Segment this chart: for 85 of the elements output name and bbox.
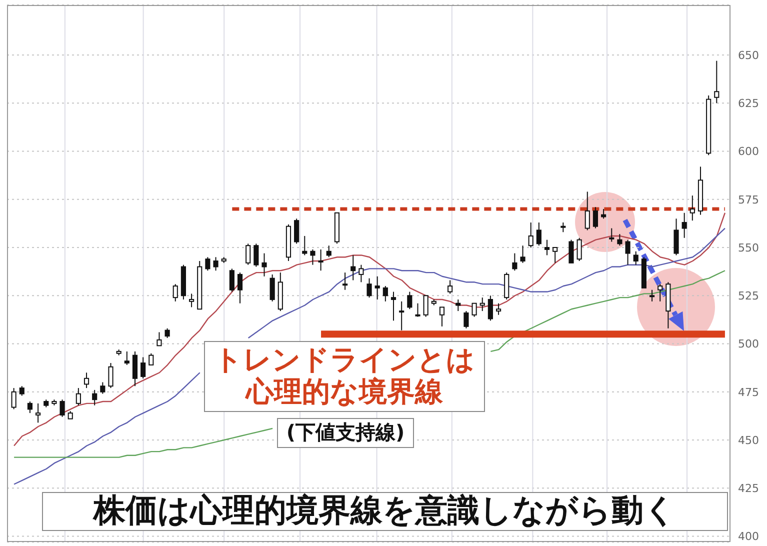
y-tick-label: 525 xyxy=(738,290,759,303)
candlestick xyxy=(132,350,138,387)
candlestick xyxy=(11,388,16,410)
candlestick xyxy=(108,362,114,389)
y-tick-label: 575 xyxy=(738,193,759,206)
candlestick xyxy=(156,332,162,346)
candlestick xyxy=(520,245,526,264)
candlestick xyxy=(189,293,194,308)
candlestick xyxy=(480,297,485,312)
candlestick xyxy=(19,386,24,396)
candlestick xyxy=(237,272,243,304)
candlestick xyxy=(148,352,154,366)
candlestick xyxy=(552,247,558,264)
candlestick xyxy=(302,235,308,256)
candlestick xyxy=(326,245,332,258)
candlestick xyxy=(390,291,396,322)
candlestick xyxy=(358,264,364,283)
candlestick xyxy=(270,274,275,302)
candlestick xyxy=(536,222,542,246)
y-tick-label: 450 xyxy=(738,434,759,447)
candlestick xyxy=(262,252,267,277)
candlestick xyxy=(714,60,720,104)
candlestick xyxy=(504,272,510,300)
candlestick xyxy=(350,254,356,281)
candlestick xyxy=(584,191,590,231)
candlestick xyxy=(568,239,574,264)
candlestick xyxy=(464,310,469,329)
y-tick-label: 600 xyxy=(738,145,759,158)
candlestick xyxy=(512,252,518,272)
candlestick xyxy=(423,295,428,318)
candlestick xyxy=(682,212,687,238)
candlestick xyxy=(488,295,493,322)
y-tick-label: 400 xyxy=(738,530,759,544)
candlestick xyxy=(448,280,453,294)
candlestick xyxy=(399,300,404,331)
candlestick xyxy=(254,243,259,268)
candlestick xyxy=(560,222,566,233)
candlestick xyxy=(140,356,146,379)
candlestick xyxy=(609,228,614,242)
candlestick xyxy=(294,218,300,244)
candlestick xyxy=(576,237,582,262)
candlestick xyxy=(76,388,81,406)
candlestick xyxy=(92,389,98,406)
candlestick xyxy=(544,239,550,256)
candlestick xyxy=(456,298,461,312)
candlestick xyxy=(164,328,170,338)
candlestick xyxy=(601,208,606,220)
y-tick-label: 425 xyxy=(738,482,759,496)
candlestick xyxy=(213,256,218,272)
y-tick-label: 650 xyxy=(738,48,759,62)
candlestick xyxy=(674,218,679,256)
line-series xyxy=(13,212,726,446)
candlestick xyxy=(60,399,65,418)
candlestick xyxy=(625,239,630,266)
candlestick xyxy=(382,286,388,302)
candlestick xyxy=(100,382,106,394)
candlestick xyxy=(415,302,420,318)
candlestick xyxy=(172,284,178,302)
candlestick xyxy=(342,272,348,290)
candlestick xyxy=(366,278,372,298)
candlestick xyxy=(649,289,655,302)
candlestick xyxy=(374,276,380,300)
candlestick xyxy=(246,243,251,266)
y-tick-label: 475 xyxy=(738,386,759,399)
y-tick-label: 550 xyxy=(738,241,759,254)
candlestick xyxy=(310,248,316,266)
candlestick xyxy=(592,206,598,229)
candlestick xyxy=(658,284,663,302)
candlestick xyxy=(690,195,695,222)
y-tick-label: 500 xyxy=(738,338,759,351)
candlestick xyxy=(36,402,41,424)
candlestick xyxy=(617,234,622,246)
candlestick xyxy=(439,306,445,327)
y-tick-label: 625 xyxy=(738,97,759,110)
candlestick xyxy=(27,400,33,414)
candlestick xyxy=(472,302,477,318)
candlestick xyxy=(229,268,234,292)
candlestick xyxy=(205,256,210,272)
candlestick xyxy=(496,302,502,316)
candlestick xyxy=(318,248,324,272)
candlestick xyxy=(528,222,534,248)
candlestick xyxy=(124,350,130,366)
candlestick xyxy=(407,291,412,310)
candlestick xyxy=(84,372,90,389)
candlestick xyxy=(633,250,638,266)
